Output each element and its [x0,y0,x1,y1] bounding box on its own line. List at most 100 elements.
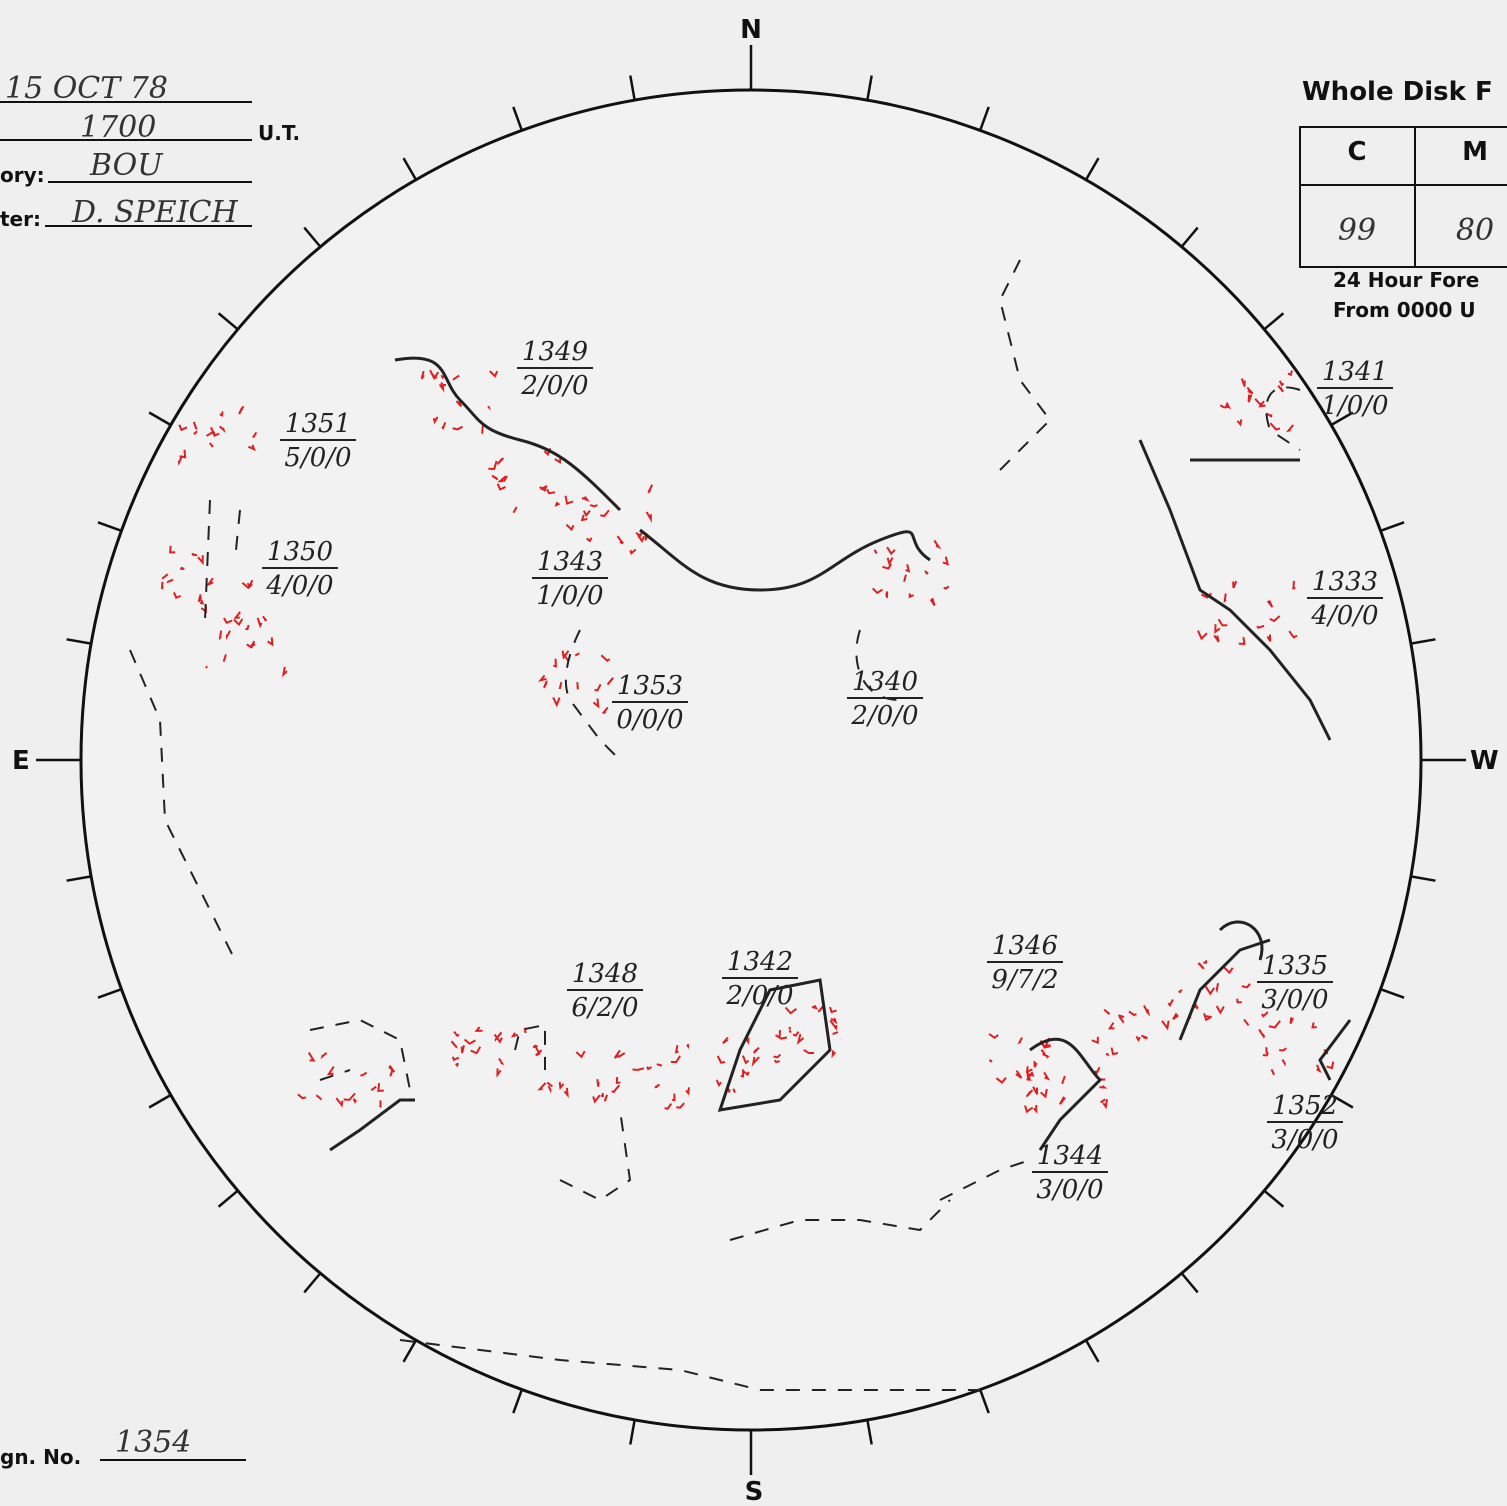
plage [674,1045,679,1054]
plage [488,460,498,470]
plage [586,537,593,543]
plage [532,1044,538,1048]
plage [1103,1008,1111,1015]
plage [552,658,557,668]
neutral-line [399,1339,980,1391]
region-number: 1348 [572,959,638,989]
region-class: 2/0/0 [850,701,918,731]
plage [751,1056,760,1067]
plage [1258,1028,1266,1038]
region-class: 2/0/0 [725,981,793,1011]
plage [326,1066,335,1076]
region-class: 5/0/0 [284,443,351,473]
plage [1102,1099,1108,1110]
reporter: D. SPEICH [71,195,238,230]
region: 1346 9/7/2 [987,931,1063,995]
plage [1213,634,1220,643]
tick [629,75,636,101]
plage [885,591,889,598]
plage [452,374,460,381]
region-number: 1353 [617,671,683,701]
tick [402,1339,418,1363]
plage [581,496,590,502]
limb-ticks [36,45,1466,1475]
region: 1348 6/2/0 [567,959,643,1023]
plage [594,683,602,692]
plage [796,1033,805,1045]
plage [166,578,174,584]
plage [205,431,214,437]
plage [602,706,609,715]
plage [1285,424,1294,433]
region-class: 6/2/0 [571,993,638,1023]
plage [600,1092,604,1097]
solar-disk [79,88,1423,1432]
plage [1316,1064,1322,1074]
plage [1311,1022,1317,1029]
plage [882,563,892,570]
reporter-label: ter: [0,207,41,231]
filament [1218,920,1264,961]
tick [148,1093,172,1109]
flare-table [1299,126,1507,268]
plage [616,535,624,545]
plage [455,400,463,408]
header-c: C [1347,137,1366,167]
plage [942,556,950,566]
plage [647,484,654,494]
plage [297,1093,307,1100]
time-unit: U.T. [258,121,300,145]
filament [717,978,832,1112]
plage [246,643,253,649]
observatory: BOU [89,148,164,183]
region: 1333 4/0/0 [1307,567,1383,631]
plage [474,1026,483,1032]
plage [192,421,198,430]
neutral-line [204,499,241,621]
plage [1205,1015,1212,1019]
compass-s: S [745,1477,764,1506]
region: 1341 1/0/0 [1317,357,1393,421]
plage [1099,1085,1108,1089]
tick [1180,226,1199,248]
plage [672,1093,676,1102]
number: 1354 [115,1425,191,1460]
plage [377,1082,384,1092]
plage [1197,962,1205,970]
plage [438,383,445,393]
plage [1197,630,1208,641]
plage [1240,378,1246,387]
plage [873,549,878,555]
tick [1084,157,1100,181]
plage [629,548,637,556]
plage [1061,1075,1066,1085]
plage [788,1029,792,1034]
filament [329,1098,415,1152]
tick [978,106,990,131]
plage [775,1034,788,1040]
plage [646,1066,653,1071]
tick [512,1389,524,1414]
plage [580,514,588,522]
plage [1214,624,1221,634]
plage [1258,400,1266,408]
date: 15 OCT 78 [5,71,168,106]
region-number: 1335 [1262,951,1328,981]
plage [1204,985,1216,996]
plage [1141,1034,1148,1040]
plage [453,1031,460,1037]
plage [335,1097,344,1108]
plage [1281,1059,1286,1067]
plage [784,1006,798,1015]
region-class: 4/0/0 [1310,601,1378,631]
filament [394,356,622,512]
plage [1292,580,1296,590]
plage [676,1102,685,1109]
region-class: 4/0/0 [265,571,333,601]
plage [592,1094,601,1104]
plage [1024,1105,1034,1114]
plage [177,455,184,467]
plage [172,592,182,600]
plage [1238,636,1246,645]
plage [1026,1071,1035,1077]
